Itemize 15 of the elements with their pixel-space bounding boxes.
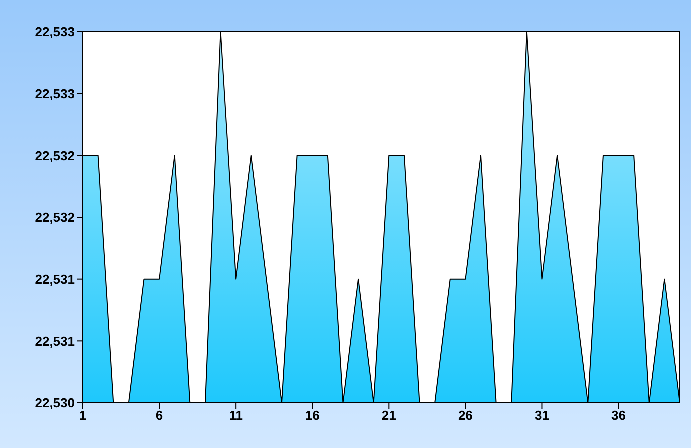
x-tick-label: 11 (229, 408, 243, 424)
x-tick-label: 16 (305, 408, 320, 424)
x-tick-label: 6 (156, 408, 164, 424)
x-tick-label: 31 (534, 408, 550, 424)
x-tick-label: 36 (612, 408, 626, 424)
y-tick-label: 22,533 (35, 24, 75, 40)
x-tick-label: 21 (382, 408, 396, 424)
y-tick-label: 22,532 (35, 210, 75, 226)
y-tick-label: 22,533 (35, 86, 75, 102)
y-tick-label: 22,530 (35, 396, 75, 411)
y-tick-label: 22,531 (35, 334, 75, 349)
x-tick-label: 26 (458, 408, 473, 424)
x-tick-label: 1 (79, 408, 87, 424)
y-tick-label: 22,531 (35, 272, 75, 287)
y-tick-label: 22,532 (35, 148, 75, 164)
